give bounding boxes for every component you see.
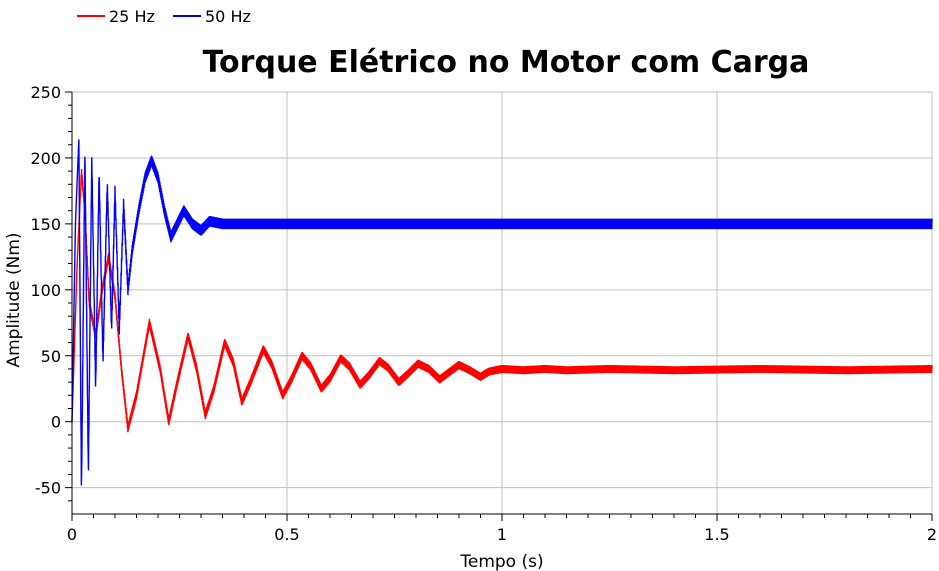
series-line-0 (71, 168, 933, 433)
chart-title: Torque Elétrico no Motor com Carga (203, 45, 810, 80)
y-tick-label: 250 (30, 83, 61, 102)
legend-label-1: 50 Hz (205, 7, 251, 26)
x-axis-label: Tempo (s) (459, 552, 543, 571)
x-tick-label: 1.5 (704, 525, 729, 544)
y-tick-label: 0 (51, 413, 61, 432)
series-line-1 (71, 139, 933, 486)
y-tick-label: 200 (30, 149, 61, 168)
legend: 25 Hz 50 Hz (77, 7, 251, 26)
tick-labels: 0 0.5 1 1.5 2 -50 0 50 100 150 200 250 (30, 83, 937, 544)
y-tick-label: 100 (30, 281, 61, 300)
x-tick-label: 2 (927, 525, 937, 544)
x-tick-label: 0.5 (274, 525, 299, 544)
y-tick-label: -50 (35, 479, 61, 498)
legend-label-0: 25 Hz (109, 7, 155, 26)
y-axis-label: Amplitude (Nm) (4, 232, 24, 367)
x-tick-label: 0 (67, 525, 77, 544)
series-layer (71, 139, 933, 486)
y-tick-label: 50 (41, 347, 61, 366)
x-tick-label: 1 (497, 525, 507, 544)
grid-lines (72, 91, 933, 514)
y-tick-label: 150 (30, 215, 61, 234)
axes (65, 91, 933, 521)
